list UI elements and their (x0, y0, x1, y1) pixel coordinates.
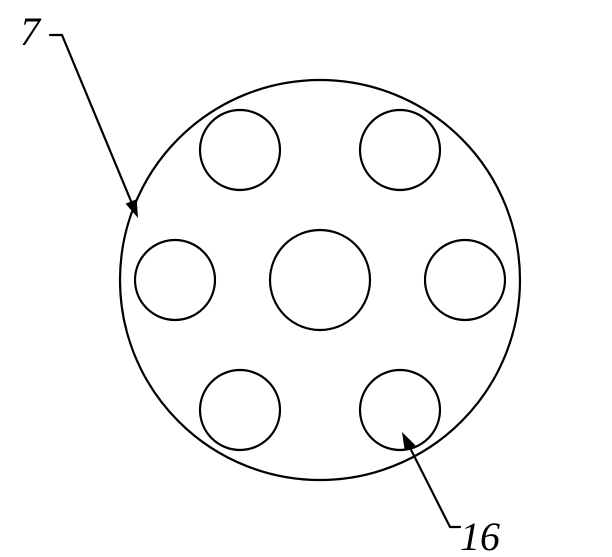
hole-circle-4 (425, 240, 505, 320)
hole-circle-3 (270, 230, 370, 330)
hole-circle-5 (200, 370, 280, 450)
hole-circle-6 (360, 370, 440, 450)
diagram-canvas: 7 16 (0, 0, 612, 557)
leader-16-line (410, 448, 460, 527)
hole-circle-2 (135, 240, 215, 320)
hole-circle-1 (360, 110, 440, 190)
leader-16: 16 (402, 432, 500, 557)
hole-circle-0 (200, 110, 280, 190)
outer-circle (120, 80, 520, 480)
leader-16-label: 16 (460, 514, 500, 557)
leader-7: 7 (20, 9, 138, 218)
leader-7-label: 7 (20, 9, 42, 54)
leader-7-line (50, 35, 131, 201)
